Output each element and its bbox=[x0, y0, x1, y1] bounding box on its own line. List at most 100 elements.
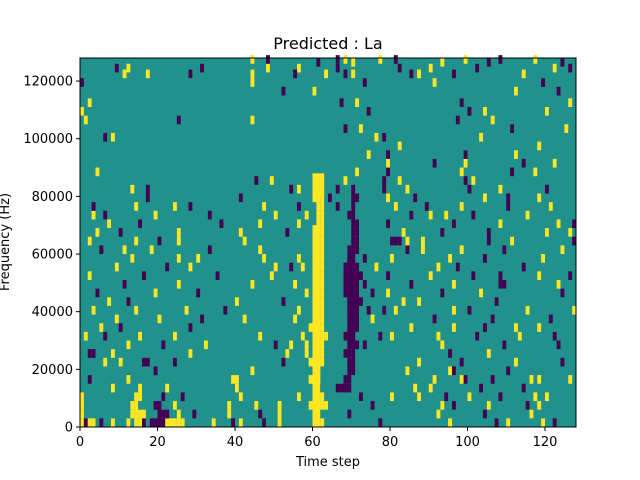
heatmap-cell bbox=[145, 69, 150, 79]
heatmap-cell bbox=[173, 418, 177, 427]
heatmap-cell bbox=[316, 202, 321, 211]
heatmap-cell bbox=[99, 323, 104, 332]
heatmap-cell bbox=[126, 340, 131, 350]
heatmap-cell bbox=[134, 401, 139, 410]
heatmap-cell bbox=[347, 245, 352, 255]
heatmap-cell bbox=[308, 323, 313, 332]
heatmap-cell bbox=[533, 55, 538, 64]
heatmap-cell bbox=[370, 314, 375, 324]
heatmap-cell bbox=[118, 323, 123, 332]
heatmap-cell bbox=[560, 58, 565, 67]
heatmap-cell bbox=[440, 401, 445, 410]
heatmap-cell bbox=[390, 254, 394, 263]
heatmap-cell bbox=[568, 271, 573, 280]
heatmap-cell bbox=[235, 375, 239, 384]
heatmap-cell bbox=[258, 219, 263, 229]
heatmap-cell bbox=[498, 279, 503, 289]
heatmap-cell bbox=[537, 401, 542, 410]
heatmap-cell bbox=[432, 78, 437, 87]
heatmap-cell bbox=[343, 279, 348, 289]
heatmap-cell bbox=[390, 392, 394, 402]
heatmap-cell bbox=[87, 98, 92, 108]
heatmap-cell bbox=[99, 418, 104, 427]
heatmap-cell bbox=[269, 271, 274, 280]
heatmap-cell bbox=[440, 340, 445, 350]
heatmap-cell bbox=[486, 236, 491, 246]
heatmap-cell bbox=[277, 401, 282, 410]
heatmap-cell bbox=[347, 357, 352, 367]
heatmap-cell bbox=[362, 340, 367, 350]
heatmap-cell bbox=[459, 202, 464, 211]
heatmap-cell bbox=[568, 228, 573, 237]
heatmap-cell bbox=[440, 288, 445, 298]
heatmap-cell bbox=[347, 383, 352, 393]
heatmap-cell bbox=[463, 150, 468, 159]
heatmap-cell bbox=[343, 262, 348, 272]
heatmap-cell bbox=[138, 219, 143, 229]
heatmap-cell bbox=[498, 184, 503, 194]
heatmap-cell bbox=[409, 279, 414, 289]
heatmap-cell bbox=[572, 219, 577, 229]
heatmap-cell bbox=[514, 323, 518, 332]
heatmap-cell bbox=[362, 279, 367, 289]
heatmap-cell bbox=[455, 262, 460, 272]
heatmap-cell bbox=[452, 305, 456, 315]
heatmap-cell bbox=[161, 418, 166, 427]
heatmap-cell bbox=[517, 331, 522, 341]
heatmap-cell bbox=[235, 383, 239, 393]
heatmap-cell bbox=[320, 236, 325, 246]
heatmap-cell bbox=[308, 357, 313, 367]
heatmap-cell bbox=[514, 150, 518, 159]
heatmap-cell bbox=[126, 297, 131, 306]
heatmap-cell bbox=[417, 392, 422, 402]
heatmap-cell bbox=[545, 107, 549, 116]
heatmap-cell bbox=[397, 176, 402, 185]
heatmap-cell bbox=[506, 418, 511, 427]
heatmap-cell bbox=[355, 236, 360, 246]
heatmap-cell bbox=[95, 288, 100, 298]
heatmap-cell bbox=[351, 349, 356, 358]
heatmap-cell bbox=[386, 288, 391, 298]
heatmap-cell bbox=[134, 409, 139, 419]
heatmap-cell bbox=[355, 279, 360, 289]
heatmap-cell bbox=[80, 107, 84, 116]
heatmap-cell bbox=[281, 357, 286, 367]
heatmap-cell bbox=[382, 184, 387, 194]
heatmap-cell bbox=[459, 167, 464, 177]
heatmap-cell bbox=[297, 219, 301, 229]
heatmap-cell bbox=[285, 228, 290, 237]
heatmap-cell bbox=[114, 63, 119, 73]
heatmap-cell bbox=[560, 288, 565, 298]
heatmap-cell bbox=[320, 245, 325, 255]
heatmap-cell bbox=[293, 69, 298, 79]
heatmap-cell bbox=[320, 262, 325, 272]
heatmap-cell bbox=[355, 271, 360, 280]
heatmap-cell bbox=[211, 418, 216, 427]
heatmap-cell bbox=[455, 115, 460, 125]
heatmap-cell bbox=[250, 69, 255, 79]
heatmap-cell bbox=[347, 409, 352, 419]
heatmap-cell bbox=[138, 409, 143, 419]
heatmap-cell bbox=[130, 409, 135, 419]
heatmap-cell bbox=[188, 69, 193, 79]
heatmap-cell bbox=[386, 150, 391, 159]
heatmap-cell bbox=[165, 418, 170, 427]
heatmap-cell bbox=[494, 297, 499, 306]
heatmap-cell bbox=[320, 349, 325, 358]
heatmap-cell bbox=[145, 357, 150, 367]
heatmap-cell bbox=[355, 262, 360, 272]
heatmap-cell bbox=[382, 176, 387, 185]
heatmap-cell bbox=[320, 297, 325, 306]
heatmap-cell bbox=[370, 401, 375, 410]
x-axis-ticks: 0 20 40 60 80 100 120 bbox=[76, 427, 557, 450]
heatmap-cell bbox=[277, 409, 282, 419]
heatmap-cell bbox=[165, 383, 170, 393]
heatmap-cell bbox=[471, 176, 476, 185]
heatmap-cell bbox=[428, 271, 433, 280]
heatmap-cell bbox=[347, 366, 352, 376]
heatmap-cell bbox=[297, 254, 301, 263]
heatmap-cell bbox=[138, 392, 143, 402]
heatmap-cell bbox=[393, 202, 398, 211]
heatmap-cell bbox=[83, 418, 88, 427]
heatmap-cell bbox=[459, 375, 464, 384]
